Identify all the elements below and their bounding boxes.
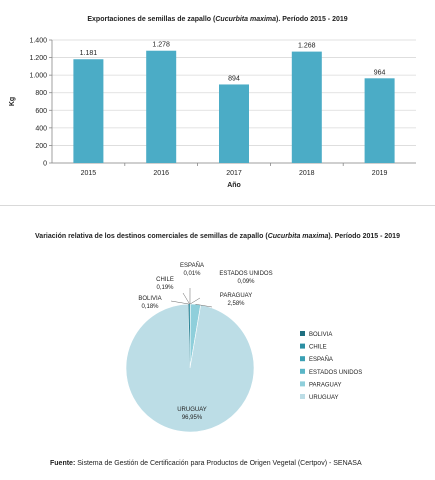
legend-swatch (300, 381, 305, 387)
legend-swatch (300, 356, 305, 362)
pie-label-name: BOLIVIA (138, 296, 161, 302)
pie-leader-line (195, 303, 213, 308)
y-axis-label: Kg (9, 97, 16, 106)
bar-2015 (73, 59, 104, 163)
bar-2019 (364, 78, 395, 163)
y-tick-label: 600 (35, 108, 47, 115)
bar-chart: 0 200 400 600 800 1.000 1.200 1.400 1.181 2015 1.2… (9, 38, 416, 189)
bar-value-label: 964 (374, 69, 386, 76)
pie-label-value: 0,09% (237, 279, 255, 285)
y-tick-label: 800 (35, 90, 47, 97)
x-tick-label: 2018 (299, 170, 315, 177)
pie-label-value: 0,19% (156, 285, 174, 291)
legend-entry: PARAGUAY (309, 382, 341, 388)
bar-value-label: 894 (228, 75, 240, 82)
legend-entry: ESPAÑA (309, 356, 333, 363)
pie-label-name: ESPAÑA (180, 262, 204, 269)
pie-chart: BOLIVIA 0,18% CHILE 0,19% ESPAÑA 0,01% ESTADOS… (125, 262, 362, 433)
y-tick-label: 1.000 (29, 73, 47, 80)
legend-swatch (300, 394, 305, 399)
y-tick-label: 1.200 (29, 55, 47, 62)
pie-label-name: ESTADOS UNIDOS (219, 271, 272, 277)
pie-slice-uruguay (125, 303, 255, 433)
bar-2016 (146, 50, 177, 164)
legend-swatch (300, 368, 305, 374)
pie-chart-title: Variación relativa de los destinos comer… (35, 233, 400, 240)
y-tick-label: 0 (43, 161, 47, 168)
bar-2018 (291, 51, 322, 164)
pie-label-name: URUGUAY (177, 407, 207, 413)
bar-value-label: 1.268 (298, 43, 316, 50)
x-tick-label: 2019 (372, 170, 388, 177)
bar-chart-panel: Exportaciones de semillas de zapallo (Cu… (0, 0, 435, 200)
legend-entry: BOLIVIA (309, 332, 332, 338)
y-tick-label: 1.400 (29, 38, 47, 45)
y-tick-label: 200 (35, 143, 47, 150)
pie-label-name: PARAGUAY (220, 293, 252, 299)
pie-label-value: 0,01% (183, 271, 201, 277)
pie-label-value: 0,18% (141, 304, 159, 310)
pie-label-value: 96,95% (182, 415, 203, 421)
source-note: Fuente: Sistema de Gestión de Certificac… (50, 460, 362, 467)
x-tick-label: 2016 (153, 170, 169, 177)
legend-entry: URUGUAY (309, 395, 339, 401)
pie-slice-chile (189, 304, 190, 368)
x-axis-label: Año (227, 182, 241, 189)
pie-slice-bolivia (188, 304, 190, 368)
y-tick-label: 400 (35, 125, 47, 132)
legend-swatch (300, 331, 305, 336)
bar-value-label: 1.181 (80, 50, 98, 57)
pie-label-name: CHILE (156, 277, 174, 283)
bar-value-label: 1.278 (152, 42, 170, 49)
panel-divider (0, 205, 435, 206)
legend-swatch (300, 343, 305, 349)
x-tick-label: 2015 (81, 170, 97, 177)
legend-entry: CHILE (309, 345, 327, 351)
legend-entry: ESTADOS UNIDOS (309, 370, 362, 376)
pie-leader-line (182, 292, 190, 305)
pie-label-value: 2,58% (227, 301, 245, 307)
bar-chart-title: Exportaciones de semillas de zapallo (Cu… (87, 16, 348, 23)
x-tick-label: 2017 (226, 170, 242, 177)
bar-2017 (219, 84, 249, 163)
pie-leader-line (170, 300, 189, 305)
pie-leader-line (190, 297, 201, 305)
